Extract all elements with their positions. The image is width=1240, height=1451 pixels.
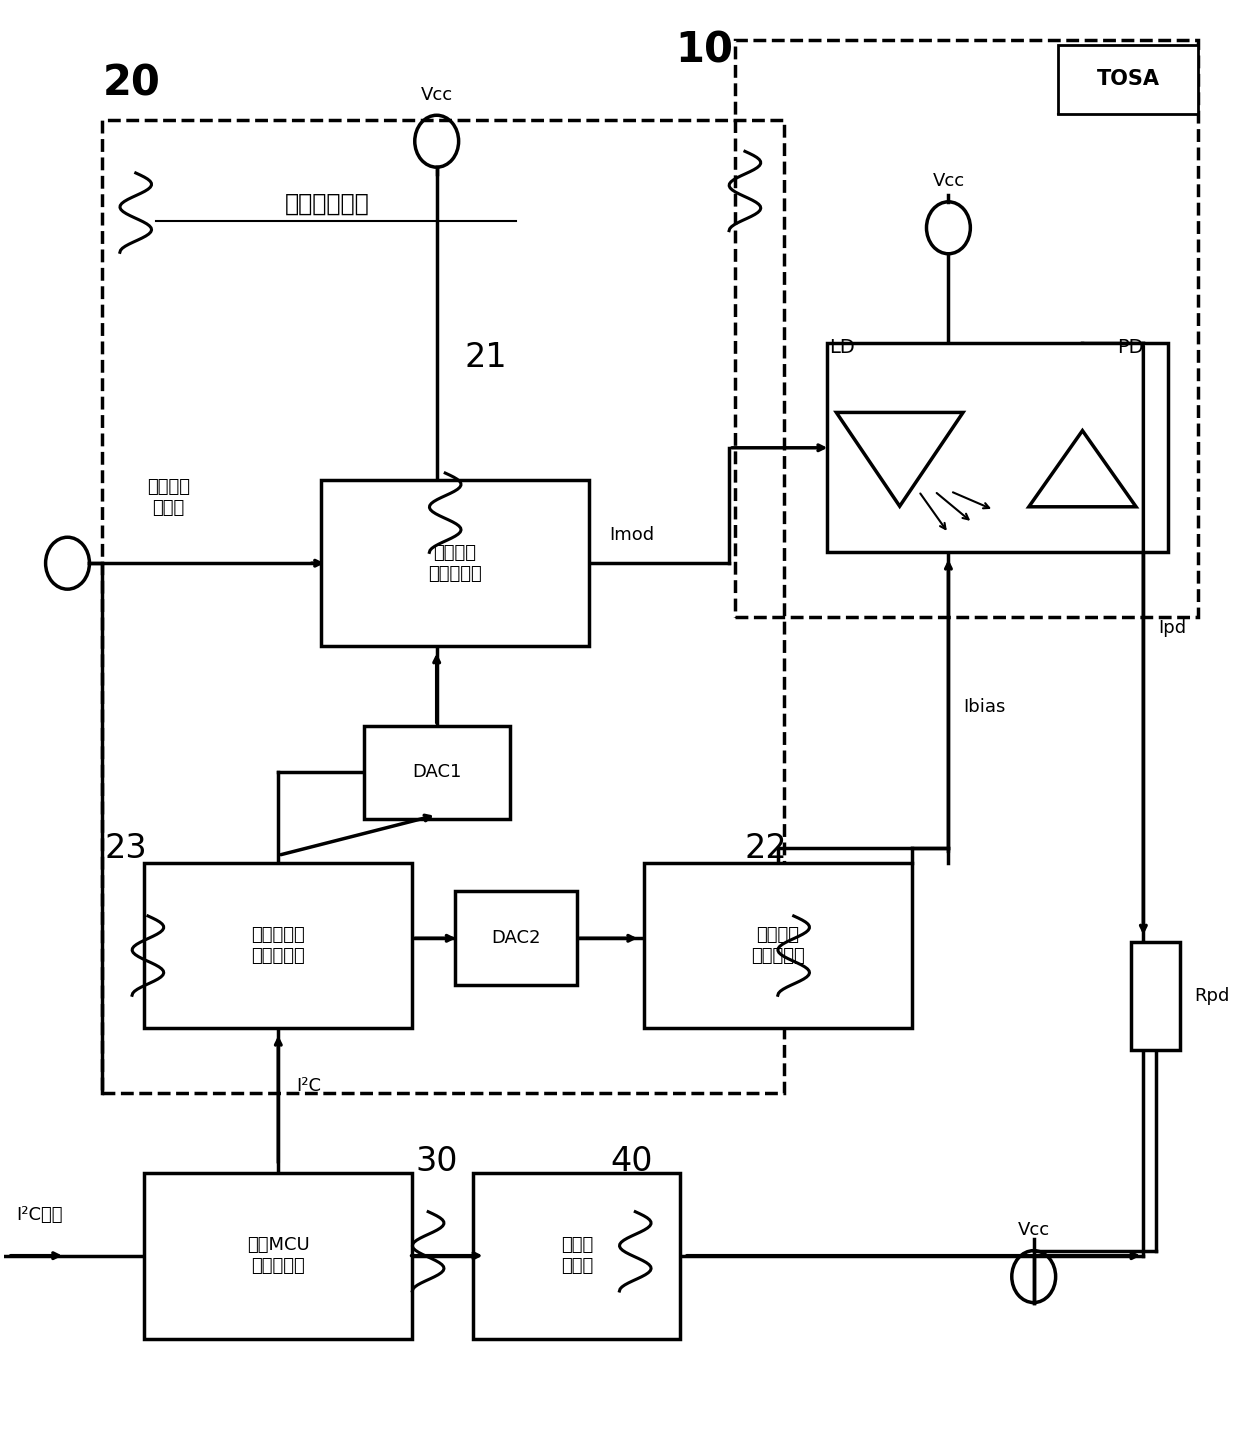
Text: Ipd: Ipd xyxy=(1158,620,1187,637)
Text: DAC2: DAC2 xyxy=(491,929,541,948)
Text: 22: 22 xyxy=(744,831,787,865)
FancyBboxPatch shape xyxy=(455,891,577,985)
Text: I²C接口: I²C接口 xyxy=(16,1206,63,1225)
Text: 调制电流
控制器单元: 调制电流 控制器单元 xyxy=(428,544,482,583)
FancyBboxPatch shape xyxy=(363,726,510,820)
Text: TOSA: TOSA xyxy=(1096,70,1159,89)
FancyBboxPatch shape xyxy=(474,1172,681,1339)
Text: 40: 40 xyxy=(610,1145,653,1178)
Text: 23: 23 xyxy=(104,831,148,865)
Text: PD: PD xyxy=(1117,338,1143,357)
Text: DAC1: DAC1 xyxy=(412,763,461,782)
Text: Vcc: Vcc xyxy=(420,86,453,103)
Text: I²C: I²C xyxy=(296,1077,321,1096)
FancyBboxPatch shape xyxy=(321,480,589,646)
Text: 电压采
集单元: 电压采 集单元 xyxy=(560,1236,593,1275)
Text: Ibias: Ibias xyxy=(963,698,1006,717)
FancyBboxPatch shape xyxy=(144,1172,413,1339)
Text: 模块MCU
控制器单元: 模块MCU 控制器单元 xyxy=(247,1236,310,1275)
FancyBboxPatch shape xyxy=(144,862,413,1029)
FancyBboxPatch shape xyxy=(644,862,911,1029)
Text: 30: 30 xyxy=(415,1145,458,1178)
Text: 激光器驱动
控制器单元: 激光器驱动 控制器单元 xyxy=(252,926,305,965)
Text: Imod: Imod xyxy=(609,527,655,544)
Text: Vcc: Vcc xyxy=(1018,1222,1050,1239)
Text: 激光器驱动器: 激光器驱动器 xyxy=(285,192,370,215)
Polygon shape xyxy=(836,412,963,506)
Text: Vcc: Vcc xyxy=(932,173,965,190)
Text: 20: 20 xyxy=(103,62,161,104)
Text: LD: LD xyxy=(830,338,856,357)
Text: 21: 21 xyxy=(464,341,507,374)
Text: 偏置电流
控制器单元: 偏置电流 控制器单元 xyxy=(751,926,805,965)
FancyBboxPatch shape xyxy=(1131,942,1180,1051)
Text: 发射端信
号输入: 发射端信 号输入 xyxy=(148,479,190,517)
FancyBboxPatch shape xyxy=(1058,45,1198,113)
FancyBboxPatch shape xyxy=(827,344,1168,553)
Text: Rpd: Rpd xyxy=(1194,987,1230,1006)
Text: 10: 10 xyxy=(676,29,734,71)
Polygon shape xyxy=(1029,431,1136,506)
